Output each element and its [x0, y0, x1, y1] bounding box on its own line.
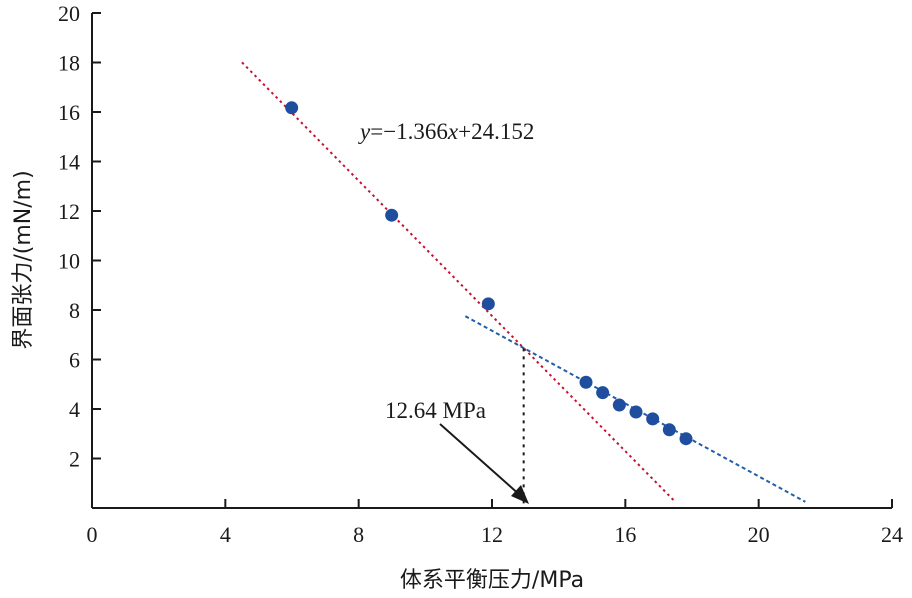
data-point — [579, 375, 593, 389]
y-tick-label: 4 — [69, 397, 80, 422]
x-tick-label: 8 — [353, 522, 364, 547]
data-point — [662, 423, 676, 437]
x-tick-label: 24 — [881, 522, 903, 547]
data-point — [629, 405, 643, 419]
equation-coefficient: =−1.366 — [370, 119, 448, 144]
y-tick-label: 12 — [58, 199, 80, 224]
data-point — [612, 398, 626, 412]
y-tick-label: 20 — [58, 1, 80, 26]
data-point — [679, 432, 693, 446]
y-tick-label: 8 — [69, 298, 80, 323]
annotation-arrowhead — [511, 485, 529, 504]
fit-lines — [241, 61, 806, 503]
y-tick-label: 2 — [69, 447, 80, 472]
fit-line-shallow — [464, 315, 806, 503]
data-point — [596, 386, 610, 400]
x-tick-label: 4 — [220, 522, 231, 547]
data-point — [385, 208, 399, 222]
fit-line-steep — [241, 61, 677, 503]
data-point — [646, 412, 660, 426]
data-point — [285, 101, 299, 115]
x-tick-label: 20 — [748, 522, 770, 547]
y-axis-title: 界面张力/(mN/m) — [11, 170, 36, 349]
x-axis-title: 体系平衡压力/MPa — [400, 568, 584, 593]
y-tick-label: 16 — [58, 100, 80, 125]
y-tick-label: 10 — [58, 249, 80, 274]
x-tick-label: 16 — [614, 522, 636, 547]
data-points — [285, 101, 693, 446]
y-tick-label: 14 — [58, 150, 80, 175]
x-tick-label: 0 — [87, 522, 98, 547]
equation-x-var: x — [447, 119, 459, 144]
equation-annotation: y=−1.366x+24.152 — [358, 119, 534, 144]
equation-y-var: y — [358, 119, 371, 144]
equation-constant: +24.152 — [458, 119, 534, 144]
y-tick-label: 18 — [58, 51, 80, 76]
data-point — [481, 297, 495, 311]
annotation-arrow-shaft — [439, 423, 522, 497]
y-tick-label: 6 — [69, 348, 80, 373]
x-tick-label: 12 — [481, 522, 503, 547]
intersection-label: 12.64 MPa — [385, 398, 486, 423]
